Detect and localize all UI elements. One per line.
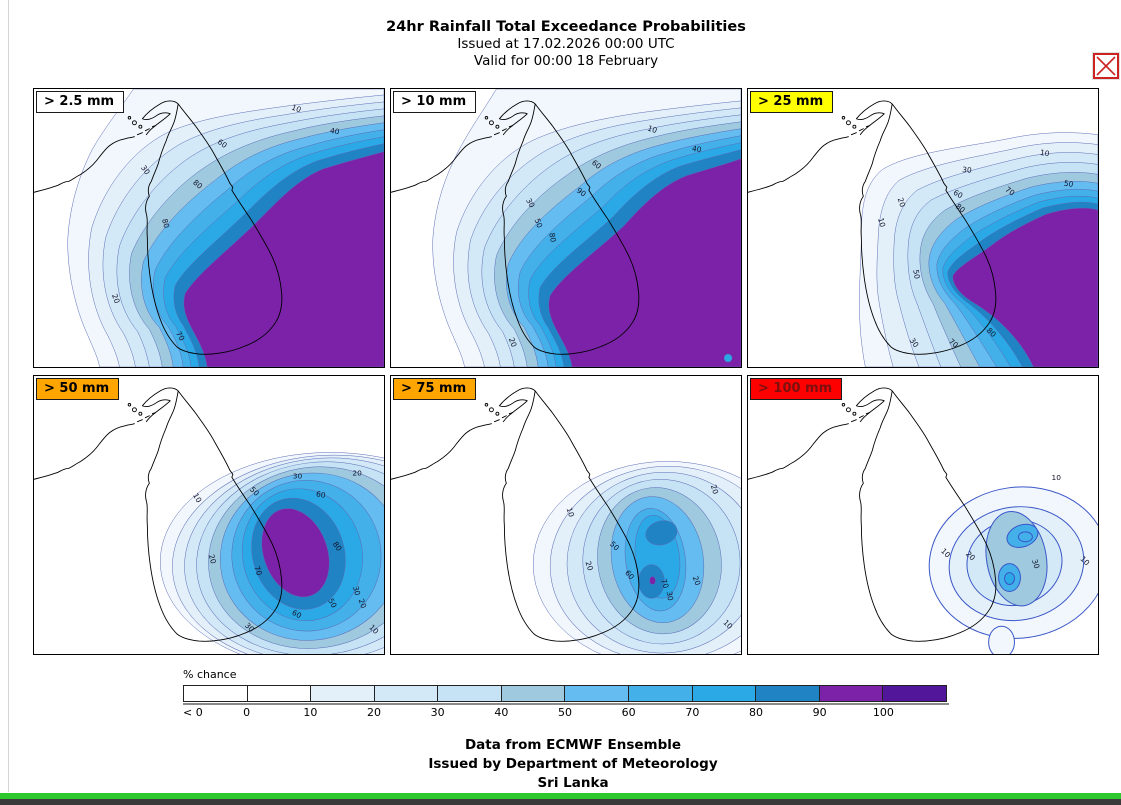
contour-value-label: 30 [524, 197, 537, 210]
panel-threshold-label: > 75 mm [393, 378, 477, 400]
contour-value-label: 10 [1039, 148, 1050, 159]
contour-value-label: 30 [351, 585, 362, 597]
contour-value-label: 10 [191, 492, 204, 505]
contour-value-label: 80 [547, 232, 558, 243]
page-title: 24hr Rainfall Total Exceedance Probabili… [386, 19, 746, 35]
colorbar-cell [692, 686, 757, 701]
colorbar-title: % chance [183, 668, 237, 681]
contour-value-label: 30 [1030, 558, 1042, 570]
contour-value-label: 50 [1063, 179, 1074, 190]
contour-value-label: 10 [876, 217, 887, 229]
panel-gt-2.5mm: 10 40 60 30 80 80 20 70 > 2.5 mm [33, 88, 385, 368]
contour-value-label: 30 [293, 471, 303, 480]
contour-value-label: 60 [290, 608, 303, 621]
footer-country-line: Sri Lanka [537, 775, 609, 791]
contour-value-label: 60 [952, 188, 965, 201]
colorbar-cell [629, 686, 693, 701]
colorbar-cell [883, 686, 946, 701]
colorbar-tick-label: 90 [812, 706, 827, 719]
colorbar-cell [184, 686, 248, 701]
broken-image-icon [1093, 53, 1119, 79]
colorbar-cell [756, 686, 820, 701]
contour-value-label: 60 [315, 489, 326, 500]
colorbar-tick-label: 20 [367, 706, 381, 719]
contour-value-label: 30 [962, 165, 972, 175]
colorbar-cell [819, 686, 884, 701]
panel-gt-25mm: 30 10 50 70 60 80 20 10 50 30 70 80 > 25 mm [747, 88, 1099, 368]
contour-value-label: 70 [174, 330, 187, 343]
colorbar-cell [311, 686, 375, 701]
colorbar-tick-label: 30 [430, 706, 445, 719]
colorbar-tick-label: 40 [494, 706, 509, 719]
contour-value-label: 20 [207, 553, 218, 565]
contour-value-label: 70 [252, 565, 264, 577]
issued-line: Issued at 17.02.2026 00:00 UTC [457, 36, 675, 52]
colorbar-cell [247, 686, 312, 701]
colorbar [183, 685, 947, 702]
colorbar-cell [438, 686, 502, 701]
contour-value-label: 10 [290, 103, 302, 115]
colorbar-cell [501, 686, 566, 701]
panel-gt-75mm: 20 10 50 20 60 70 30 20 10 > 75 mm [390, 375, 742, 655]
panel-threshold-label: > 100 mm [750, 378, 843, 400]
panel-gt-100mm: 10 10 20 30 10 > 100 mm [747, 375, 1099, 655]
colorbar-tick-label: 10 [303, 706, 318, 719]
window-edge-line [8, 0, 9, 792]
colorbar-axis-line [183, 703, 949, 705]
panel-threshold-label: > 2.5 mm [36, 91, 125, 113]
colorbar-cell [374, 686, 439, 701]
contour-value-label: 80 [160, 218, 171, 230]
contour-value-label: 20 [584, 560, 596, 572]
contour-value-label: 20 [357, 598, 369, 610]
contour-value-label: 20 [691, 575, 703, 587]
contour-value-label: 70 [659, 578, 671, 590]
colorbar-tick-label: 100 [872, 706, 894, 719]
colorbar-tick-label: < 0 [183, 706, 203, 719]
contour-value-label: 10 [646, 124, 658, 136]
panel-threshold-label: > 25 mm [750, 91, 834, 113]
contour-value-label: 40 [691, 144, 702, 155]
colorbar-tick-label: 50 [558, 706, 572, 719]
colorbar-tick-label: 0 [243, 706, 251, 719]
contour-value-label: 20 [507, 336, 519, 348]
bottom-dark-bar [0, 799, 1121, 805]
valid-line: Valid for 00:00 18 February [473, 53, 659, 69]
contour-value-label: 50 [533, 217, 545, 229]
header: 24hr Rainfall Total Exceedance Probabili… [33, 18, 1099, 70]
red-x-icon [1096, 56, 1116, 76]
bottom-green-bar [0, 793, 1121, 799]
colorbar-ticks: < 0 0 10 20 30 40 50 60 70 80 90 100 [183, 706, 949, 720]
footer-issuer-line: Issued by Department of Meteorology [428, 756, 718, 772]
colorbar-cell [565, 686, 630, 701]
contour-value-label: 50 [326, 597, 339, 610]
colorbar-tick-label: 80 [749, 706, 763, 719]
panel-threshold-label: > 50 mm [36, 378, 120, 400]
contour-value-label: 20 [110, 293, 122, 305]
colorbar-tick-label: 70 [685, 706, 700, 719]
panel-gt-50mm: 30 20 60 10 50 80 20 70 50 60 30 20 30 10 > 50 mm [33, 375, 385, 655]
panel-threshold-label: > 10 mm [393, 91, 477, 113]
contour-value-label: 20 [352, 468, 362, 477]
contour-value-label: 10 [1052, 473, 1062, 482]
contour-value-label: 50 [911, 269, 922, 280]
contour-value-label: 20 [896, 197, 908, 209]
contour-value-label: 10 [565, 506, 577, 518]
contour-value-label: 30 [665, 591, 676, 602]
contour-value-label: 20 [709, 484, 721, 496]
footer: Data from ECMWF Ensemble Issued by Depar… [33, 736, 1113, 793]
footer-source-line: Data from ECMWF Ensemble [464, 737, 682, 753]
contour-value-label: 40 [329, 126, 340, 137]
panel-gt-10mm: 10 40 60 90 30 50 80 20 > 10 mm [390, 88, 742, 368]
colorbar-tick-label: 60 [621, 706, 636, 719]
